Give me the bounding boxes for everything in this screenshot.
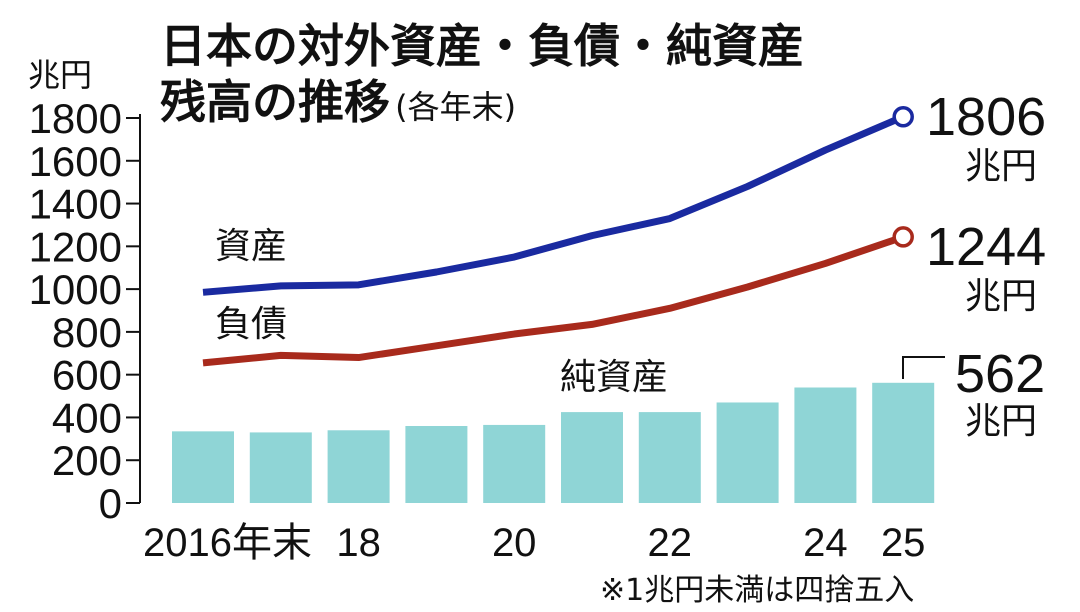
y-tick-label: 200 [52,437,122,484]
y-tick-label: 1400 [29,181,122,228]
y-tick-label: 400 [52,394,122,441]
x-tick-label: 18 [336,521,381,565]
liabilities-line [202,233,905,367]
series-label-liabilities: 負債 [215,304,287,345]
end-value-liabilities: 1244 [926,217,1046,277]
y-tick-label: 1000 [29,266,122,313]
net-asset-bar [638,412,701,503]
net-asset-bar [872,382,935,503]
net-asset-leader-line [902,356,945,379]
x-axis-ticks: 2016年末 18 20 22 24 25 [143,521,925,565]
y-tick-label: 1200 [29,223,122,270]
end-unit-liabilities: 兆円 [965,276,1037,317]
net-asset-bar [483,424,546,503]
chart-title-line1: 日本の対外資産・負債・純資産 [160,19,804,73]
assets-end-marker [892,105,914,128]
y-tick-label: 600 [52,352,122,399]
net-asset-bar [172,431,234,503]
net-asset-bar [249,432,312,503]
y-axis-unit-label: 兆円 [28,56,92,94]
net-asset-bar [327,430,390,503]
y-tick-label: 1800 [29,95,122,142]
series-lines [202,105,914,367]
x-tick-label: 20 [492,521,537,565]
net-asset-bar [405,426,468,503]
footnote: ※1兆円未満は四捨五入 [600,573,914,608]
x-tick-label: 24 [803,521,848,565]
net-asset-bar [794,387,857,503]
end-unit-net-assets: 兆円 [965,401,1037,442]
end-value-assets: 1806 [926,87,1046,147]
assets-line [202,113,905,296]
liabilities-end-marker [892,226,914,248]
x-tick-label: 25 [881,521,926,565]
y-tick-label: 800 [52,309,122,356]
chart-title-suffix: (各年末) [395,88,516,126]
y-tick-label: 0 [99,480,122,527]
net-asset-bar [716,402,779,503]
y-tick-label: 1600 [29,138,122,185]
end-unit-assets: 兆円 [965,146,1037,187]
net-asset-bar [561,412,623,503]
chart-title-line2: 残高の推移 (各年末) [160,75,516,129]
chart-title-main: 残高の推移 [160,75,390,129]
end-value-net-assets: 562 [955,344,1045,404]
series-label-net-assets: 純資産 [560,357,668,398]
series-label-assets: 資産 [215,226,287,267]
x-tick-label: 2016年末 [143,521,312,565]
net-asset-bars [172,382,935,503]
x-tick-label: 22 [648,521,693,565]
